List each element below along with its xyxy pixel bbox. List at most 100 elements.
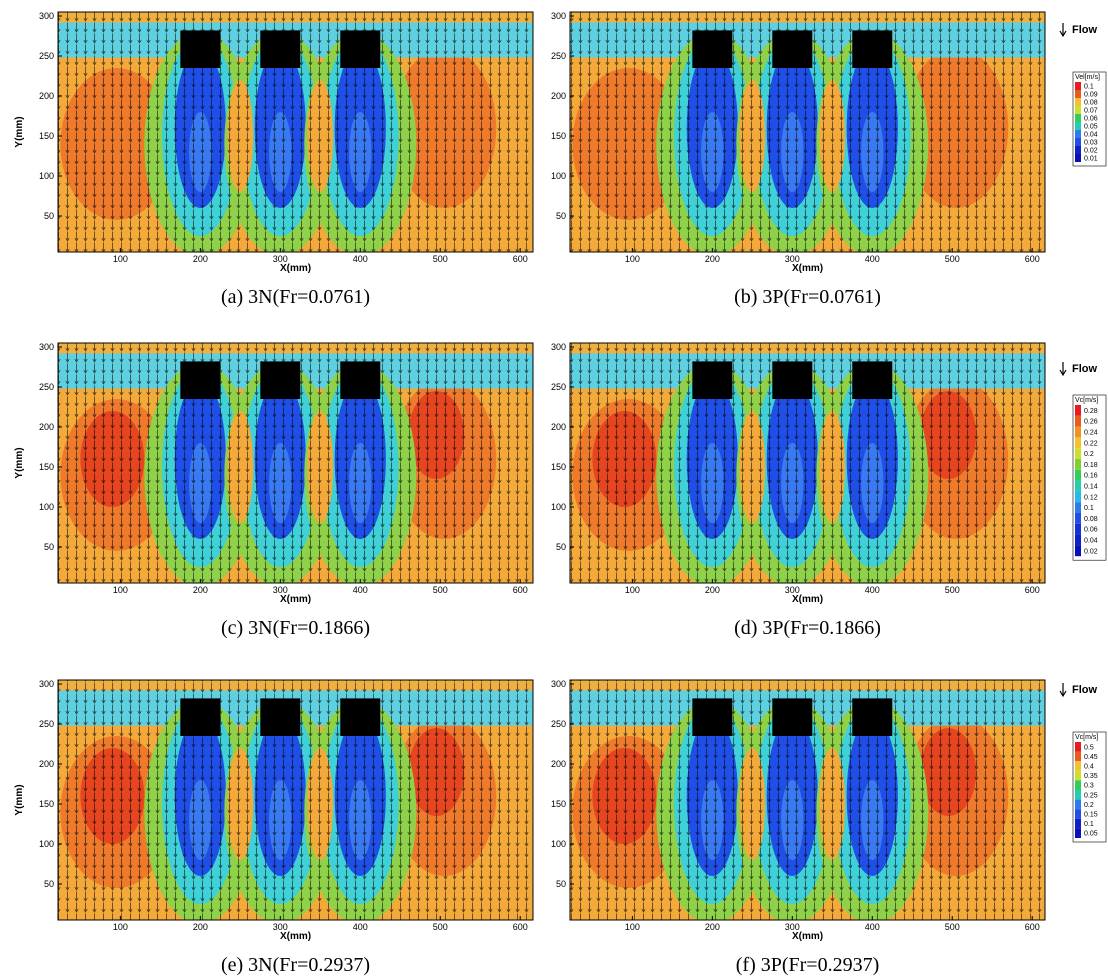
cylinder-block (340, 361, 381, 399)
legend-swatch (1075, 138, 1081, 146)
legend-label: 0.12 (1084, 494, 1098, 501)
cylinder-block (772, 361, 813, 399)
y-tick-label: 50 (44, 542, 54, 552)
plot-frame (57, 342, 534, 584)
legend-label: 0.5 (1084, 744, 1094, 751)
x-tick-label: 100 (625, 585, 640, 595)
x-tick-label: 200 (193, 922, 208, 932)
legend-label: 0.04 (1084, 132, 1098, 139)
legend-swatch (1075, 828, 1081, 838)
legend: FlowVel[m/s]0.10.090.080.070.060.050.040… (1059, 23, 1107, 167)
legend-swatch (1075, 405, 1081, 416)
legend-swatch (1075, 742, 1081, 752)
y-axis-label: Y(mm) (14, 784, 25, 815)
legend-swatch (1075, 809, 1081, 819)
legend-label: 0.02 (1084, 548, 1098, 555)
x-axis-label: X(mm) (792, 931, 823, 942)
cylinder-block (692, 698, 733, 736)
cylinder-block (772, 698, 813, 736)
x-tick-label: 600 (513, 922, 528, 932)
cylinder-block (340, 698, 381, 736)
legend-swatch (1075, 790, 1081, 800)
x-axis-label: X(mm) (280, 594, 311, 605)
y-tick-label: 100 (39, 502, 54, 512)
y-tick-label: 200 (39, 91, 54, 101)
legend-swatch (1075, 780, 1081, 790)
legend-swatch (1075, 480, 1081, 492)
y-tick-label: 300 (39, 342, 54, 352)
y-tick-label: 150 (551, 131, 566, 141)
x-tick-label: 400 (353, 585, 368, 595)
cylinder-block (180, 30, 221, 68)
y-tick-label: 100 (551, 502, 566, 512)
legend-label: 0.03 (1084, 140, 1098, 147)
legend-swatch (1075, 534, 1081, 546)
panel-caption: (d) 3P(Fr=0.1866) (734, 617, 881, 639)
plot-panel: 100 200 300 400 500 60050100150200250300X(mm)… (551, 11, 1046, 308)
x-tick-label: 100 (113, 254, 128, 264)
y-tick-label: 50 (44, 211, 54, 221)
legend: Flow Vc[m/s] 0.28 0.26 0.24 0.22 0.2 0.18 0.16 0.… (1059, 362, 1107, 561)
legend-swatch (1075, 437, 1081, 449)
legend-swatch (1075, 799, 1081, 810)
y-tick-label: 50 (556, 211, 566, 221)
x-tick-label: 600 (513, 585, 528, 595)
y-tick-label: 100 (551, 839, 566, 849)
legend-swatch (1075, 523, 1081, 535)
flow-label: Flow (1072, 684, 1097, 696)
legend-swatch (1075, 82, 1081, 90)
legend-label: 0.16 (1084, 473, 1098, 480)
legend: Flow Vc[m/s] 0.5 0.45 0.4 0.35 0.3 0.25 0.2 0.15 0… (1059, 683, 1107, 843)
x-tick-label: 500 (433, 922, 448, 932)
flow-label: Flow (1072, 363, 1097, 375)
legend-swatch (1075, 415, 1081, 427)
legend-swatch (1075, 502, 1081, 513)
legend-swatch (1075, 114, 1081, 122)
x-tick-label: 300 (273, 922, 288, 932)
x-tick-label: 200 (705, 254, 720, 264)
y-tick-label: 250 (39, 382, 54, 392)
x-tick-label: 100 (113, 585, 128, 595)
x-tick-label: 300 (785, 922, 800, 932)
legend-label: 0.14 (1084, 484, 1098, 491)
flow-arrow-head (1059, 690, 1067, 698)
legend-label: 0.05 (1084, 124, 1098, 131)
flow-label: Flow (1072, 24, 1097, 36)
y-tick-label: 250 (39, 51, 54, 61)
y-tick-label: 200 (551, 759, 566, 769)
plot-panel: 100 200 300 400 500 60050100150200250300X(mm)… (551, 342, 1046, 639)
contour-field (58, 680, 533, 920)
x-tick-label: 100 (625, 254, 640, 264)
contour-field (570, 680, 1045, 920)
y-tick-label: 100 (39, 839, 54, 849)
cylinder-block (852, 698, 893, 736)
legend-label: 0.04 (1084, 538, 1098, 545)
legend-swatch (1075, 770, 1081, 781)
x-tick-label: 100 (113, 922, 128, 932)
legend-label: 0.45 (1084, 754, 1098, 761)
y-tick-label: 200 (39, 759, 54, 769)
cylinder-block (260, 30, 301, 68)
contour-field (58, 12, 533, 252)
legend-label: 0.25 (1084, 792, 1098, 799)
cylinder-block (852, 361, 893, 399)
y-tick-label: 300 (551, 11, 566, 21)
legend-swatch (1075, 90, 1081, 98)
y-axis-label: Y(mm) (14, 116, 25, 147)
x-axis-label: X(mm) (280, 931, 311, 942)
legend-label: 0.28 (1084, 408, 1098, 415)
legend-swatch (1075, 513, 1081, 524)
cylinder-block (692, 30, 733, 68)
panel-caption: (b) 3P(Fr=0.0761) (734, 286, 881, 308)
y-tick-label: 300 (39, 11, 54, 21)
legend-label: 0.2 (1084, 451, 1094, 458)
legend-label: 0.09 (1084, 92, 1098, 99)
plot-frame (569, 342, 1046, 584)
y-tick-label: 250 (551, 719, 566, 729)
x-axis-label: X(mm) (792, 263, 823, 274)
cylinder-block (772, 30, 813, 68)
y-tick-label: 300 (551, 679, 566, 689)
plot-frame (569, 679, 1046, 921)
y-axis-label: Y(mm) (14, 447, 25, 478)
